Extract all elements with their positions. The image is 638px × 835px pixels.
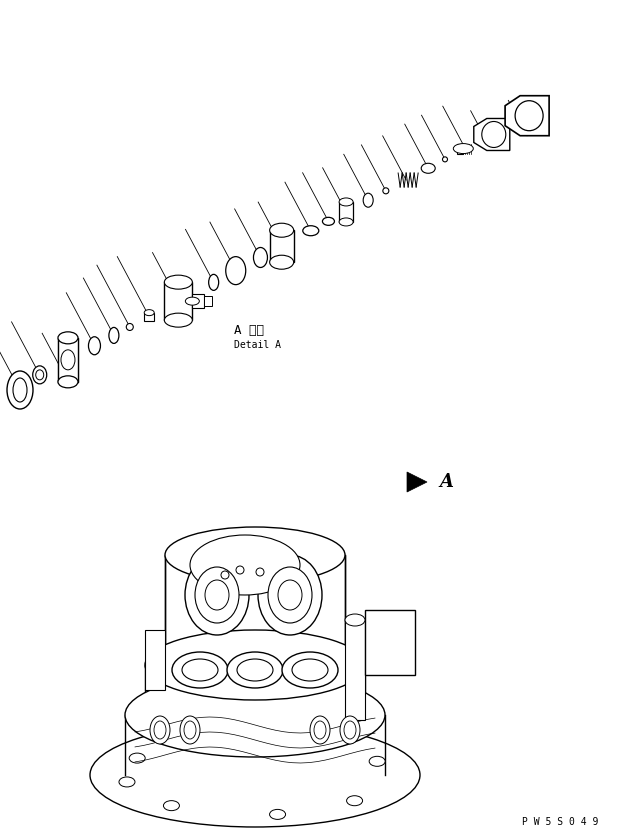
Bar xyxy=(365,610,415,675)
Ellipse shape xyxy=(339,218,353,226)
Ellipse shape xyxy=(314,721,326,739)
Polygon shape xyxy=(474,119,510,150)
Ellipse shape xyxy=(270,223,293,237)
Ellipse shape xyxy=(36,370,44,380)
Ellipse shape xyxy=(90,723,420,827)
Polygon shape xyxy=(407,472,427,492)
Ellipse shape xyxy=(33,366,47,384)
Ellipse shape xyxy=(345,614,365,626)
Ellipse shape xyxy=(186,297,199,305)
Ellipse shape xyxy=(129,753,145,763)
Ellipse shape xyxy=(109,327,119,343)
Ellipse shape xyxy=(180,716,200,744)
Ellipse shape xyxy=(125,673,385,757)
Ellipse shape xyxy=(278,580,302,610)
Ellipse shape xyxy=(144,310,154,316)
Ellipse shape xyxy=(258,555,322,635)
Ellipse shape xyxy=(172,652,228,688)
Circle shape xyxy=(221,571,229,579)
Bar xyxy=(345,620,365,720)
Ellipse shape xyxy=(339,198,353,206)
Ellipse shape xyxy=(482,121,506,148)
Ellipse shape xyxy=(292,659,328,681)
Ellipse shape xyxy=(195,567,239,623)
Ellipse shape xyxy=(150,716,170,744)
Ellipse shape xyxy=(282,652,338,688)
Ellipse shape xyxy=(165,313,192,327)
Ellipse shape xyxy=(185,555,249,635)
Ellipse shape xyxy=(192,734,208,744)
Ellipse shape xyxy=(363,193,373,207)
Ellipse shape xyxy=(58,376,78,387)
Circle shape xyxy=(443,157,447,162)
Ellipse shape xyxy=(421,164,435,174)
Ellipse shape xyxy=(270,256,293,269)
Bar xyxy=(204,296,212,306)
Bar xyxy=(165,555,345,665)
Ellipse shape xyxy=(163,801,179,811)
Ellipse shape xyxy=(340,716,360,744)
Ellipse shape xyxy=(209,275,219,291)
Text: Detail A: Detail A xyxy=(234,340,281,350)
Ellipse shape xyxy=(253,247,267,267)
Ellipse shape xyxy=(13,378,27,402)
Circle shape xyxy=(236,566,244,574)
Ellipse shape xyxy=(268,567,312,623)
Ellipse shape xyxy=(165,527,345,583)
Ellipse shape xyxy=(346,796,362,806)
Ellipse shape xyxy=(369,757,385,767)
Text: P W 5 S 0 4 9: P W 5 S 0 4 9 xyxy=(522,817,598,827)
Circle shape xyxy=(256,568,264,576)
Ellipse shape xyxy=(145,630,365,700)
Ellipse shape xyxy=(182,659,218,681)
Ellipse shape xyxy=(165,276,192,289)
Ellipse shape xyxy=(61,350,75,370)
Ellipse shape xyxy=(58,331,78,344)
Bar xyxy=(457,144,463,154)
Polygon shape xyxy=(505,96,549,136)
Circle shape xyxy=(383,188,389,194)
Ellipse shape xyxy=(310,716,330,744)
Bar xyxy=(145,630,165,690)
Ellipse shape xyxy=(184,721,196,739)
Ellipse shape xyxy=(454,144,473,154)
Ellipse shape xyxy=(303,225,319,235)
Ellipse shape xyxy=(227,652,283,688)
Text: A: A xyxy=(439,473,453,491)
Ellipse shape xyxy=(226,256,246,285)
Ellipse shape xyxy=(205,580,229,610)
Ellipse shape xyxy=(237,659,273,681)
Ellipse shape xyxy=(119,777,135,787)
Bar xyxy=(339,202,353,222)
Ellipse shape xyxy=(515,101,543,131)
Ellipse shape xyxy=(312,736,328,746)
Bar xyxy=(192,294,204,308)
Ellipse shape xyxy=(190,535,300,595)
Ellipse shape xyxy=(89,337,100,355)
Bar xyxy=(144,312,154,321)
Text: A 詳細: A 詳細 xyxy=(234,323,264,337)
Bar xyxy=(270,230,293,262)
Ellipse shape xyxy=(7,371,33,409)
Ellipse shape xyxy=(154,721,166,739)
Ellipse shape xyxy=(344,721,356,739)
Bar xyxy=(165,282,192,320)
Circle shape xyxy=(126,323,133,331)
Ellipse shape xyxy=(322,217,334,225)
Ellipse shape xyxy=(270,809,286,819)
Bar xyxy=(58,338,78,382)
